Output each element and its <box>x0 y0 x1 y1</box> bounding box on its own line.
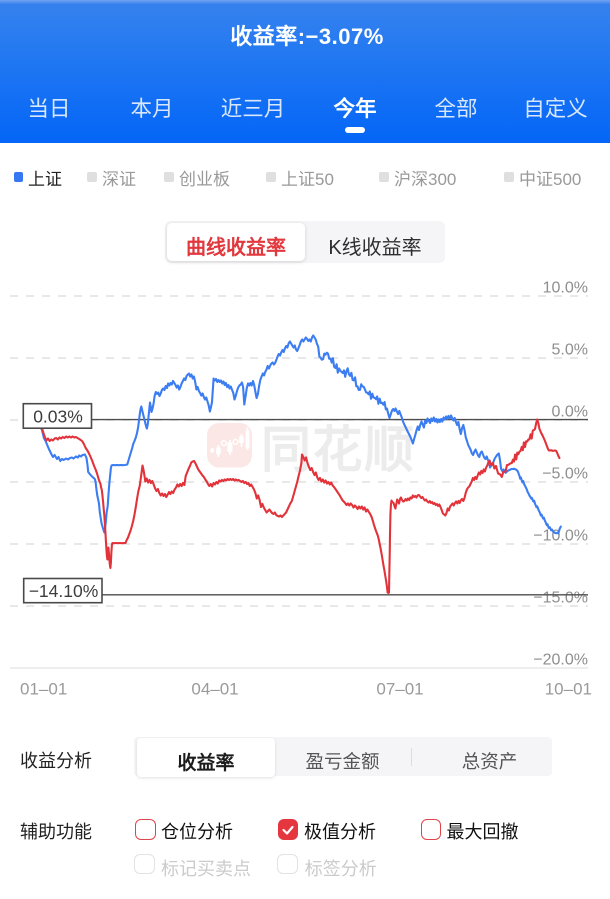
svg-text:−10.0%: −10.0% <box>533 528 588 545</box>
svg-text:0.03%: 0.03% <box>33 407 83 427</box>
svg-text:−5.0%: −5.0% <box>542 466 588 483</box>
svg-text:04–01: 04–01 <box>191 680 238 699</box>
svg-text:5.0%: 5.0% <box>552 342 588 359</box>
svg-text:−14.10%: −14.10% <box>29 581 99 601</box>
svg-text:−15.0%: −15.0% <box>533 590 588 607</box>
svg-text:01–01: 01–01 <box>20 680 67 699</box>
svg-text:10–01: 10–01 <box>545 680 592 699</box>
svg-text:同花顺: 同花顺 <box>261 422 416 478</box>
svg-text:−20.0%: −20.0% <box>533 652 588 669</box>
svg-text:0.0%: 0.0% <box>552 404 588 421</box>
svg-text:07–01: 07–01 <box>376 680 423 699</box>
svg-text:10.0%: 10.0% <box>543 280 588 297</box>
